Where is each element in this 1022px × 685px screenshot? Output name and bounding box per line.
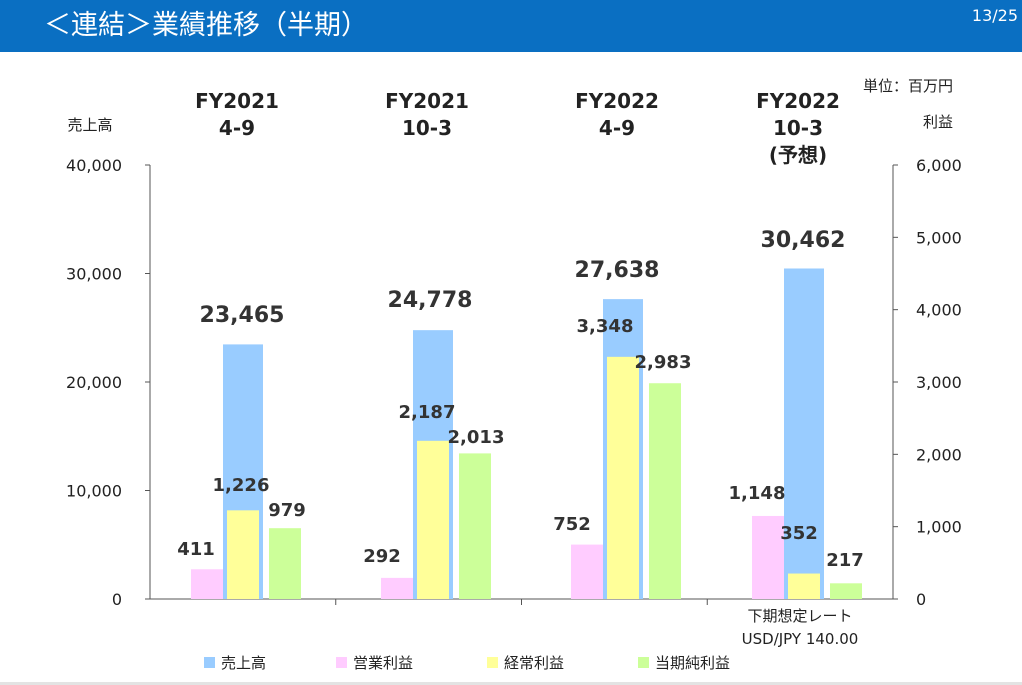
right-tick-label: 4,000 <box>916 301 962 320</box>
legend-sales-swatch <box>204 657 215 668</box>
legend-ordinary-profit-label: 経常利益 <box>504 654 564 672</box>
ordinary-profit-bar <box>417 440 449 599</box>
header-bar: ＜連結＞業績推移（半期） 13/25 <box>0 0 1022 52</box>
legend-sales-label: 売上高 <box>221 654 266 672</box>
operating-profit-bar <box>191 569 223 599</box>
bottom-divider <box>0 682 1022 685</box>
ordinary-profit-bar <box>227 510 259 599</box>
category-label: 4-9 <box>599 116 635 140</box>
net-profit-bar <box>269 528 301 599</box>
operating-profit-bar <box>381 577 413 599</box>
ordinary-profit-value-label: 2,187 <box>399 402 456 423</box>
sales-value-label: 23,465 <box>200 303 285 328</box>
right-tick-label: 2,000 <box>916 445 962 464</box>
legend-operating-profit-label: 営業利益 <box>353 654 413 672</box>
sales-bar <box>784 268 824 599</box>
rate-annotation: 下期想定レート <box>747 607 852 625</box>
sales-value-label: 27,638 <box>575 258 660 283</box>
page-title: ＜連結＞業績推移（半期） <box>44 10 368 41</box>
sales-value-label: 24,778 <box>388 288 473 313</box>
category-label: 10-3 <box>773 116 823 140</box>
right-tick-label: 0 <box>916 590 926 609</box>
net-profit-bar <box>649 383 681 599</box>
net-profit-value-label: 2,983 <box>635 352 692 373</box>
ordinary-profit-value-label: 352 <box>780 523 818 544</box>
right-tick-label: 6,000 <box>916 156 962 175</box>
left-tick-label: 20,000 <box>66 373 122 392</box>
page-number: 13/25 <box>971 6 1018 25</box>
unit-label: 単位：百万円 <box>863 77 953 95</box>
ordinary-profit-bar <box>788 573 820 599</box>
category-label: (予想) <box>769 143 827 167</box>
category-label: FY2022 <box>575 89 659 113</box>
left-tick-label: 10,000 <box>66 482 122 501</box>
category-label: FY2022 <box>756 89 840 113</box>
operating-profit-value-label: 292 <box>363 546 401 567</box>
category-label: 4-9 <box>219 116 255 140</box>
rate-annotation: USD/JPY 140.00 <box>742 630 859 648</box>
legend-net-profit-label: 当期純利益 <box>655 654 730 672</box>
ordinary-profit-value-label: 1,226 <box>213 475 270 496</box>
left-tick-label: 40,000 <box>66 156 122 175</box>
legend-ordinary-profit-swatch <box>487 657 498 668</box>
ordinary-profit-bar <box>607 356 639 599</box>
operating-profit-value-label: 411 <box>177 539 215 560</box>
category-label: FY2021 <box>195 89 279 113</box>
right-tick-label: 5,000 <box>916 228 962 247</box>
right-tick-label: 3,000 <box>916 373 962 392</box>
left-tick-label: 0 <box>112 590 122 609</box>
right-axis-label: 利益 <box>923 113 953 131</box>
legend-net-profit-swatch <box>638 657 649 668</box>
right-tick-label: 1,000 <box>916 518 962 537</box>
category-label: FY2021 <box>385 89 469 113</box>
net-profit-value-label: 217 <box>826 550 864 571</box>
left-axis-label: 売上高 <box>67 116 112 134</box>
sales-value-label: 30,462 <box>761 228 846 253</box>
legend-operating-profit-swatch <box>336 657 347 668</box>
net-profit-value-label: 2,013 <box>448 427 505 448</box>
net-profit-bar <box>830 583 862 599</box>
ordinary-profit-value-label: 3,348 <box>577 316 634 337</box>
operating-profit-bar <box>571 544 603 599</box>
net-profit-bar <box>459 453 491 599</box>
operating-profit-value-label: 752 <box>553 514 591 535</box>
operating-profit-value-label: 1,148 <box>729 483 786 504</box>
operating-profit-bar <box>752 515 784 599</box>
category-label: 10-3 <box>402 116 452 140</box>
net-profit-value-label: 979 <box>268 500 306 521</box>
left-tick-label: 30,000 <box>66 265 122 284</box>
